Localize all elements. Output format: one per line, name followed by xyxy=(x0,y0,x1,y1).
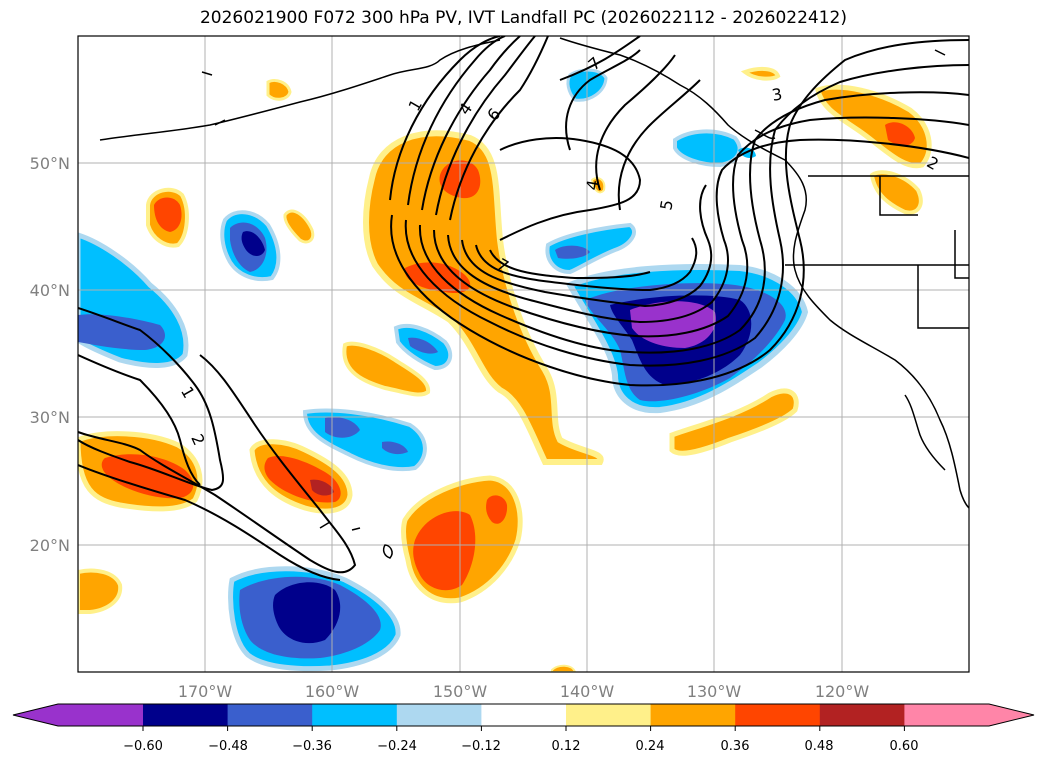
ivt-contours xyxy=(78,36,969,581)
longitude-tick-labels: 170°W 160°W 150°W 140°W 130°W 120°W xyxy=(178,682,870,701)
colorbar-tick-label: 0.12 xyxy=(552,739,581,754)
colorbar-tick-labels: −0.60 −0.48 −0.36 −0.24 −0.12 0.12 0.24 … xyxy=(123,739,918,754)
colorbar-tick-label: −0.24 xyxy=(377,739,417,754)
colorbar-tick-label: 0.48 xyxy=(805,739,834,754)
colorbar-tick-label: 0.60 xyxy=(890,739,919,754)
lon-tick-label: 130°W xyxy=(687,682,742,701)
contour-label: 3 xyxy=(770,84,783,104)
pv-shading xyxy=(78,66,932,672)
lat-tick-label: 20°N xyxy=(30,536,70,555)
colorbar-swatch xyxy=(227,704,313,726)
positive-anomaly-fill xyxy=(78,66,932,672)
coastlines xyxy=(99,37,969,559)
lon-tick-label: 150°W xyxy=(433,682,488,701)
colorbar-swatch xyxy=(650,704,736,726)
lon-tick-label: 120°W xyxy=(815,682,870,701)
colorbar-tick-label: −0.12 xyxy=(461,739,501,754)
colorbar-swatch xyxy=(396,704,482,726)
colorbar-tick-label: −0.60 xyxy=(123,739,163,754)
colorbar-swatch xyxy=(819,704,905,726)
contour-label: 1 xyxy=(177,383,199,401)
colorbar-tick-label: 0.24 xyxy=(636,739,665,754)
colorbar-swatch xyxy=(312,704,398,726)
map-frame xyxy=(77,35,970,673)
contour-label: 1 xyxy=(404,96,426,114)
lon-tick-label: 140°W xyxy=(560,682,615,701)
colorbar-tick-label: 0.36 xyxy=(721,739,750,754)
colorbar-extend-low xyxy=(13,704,143,726)
negative-anomaly-fill xyxy=(78,68,809,672)
lat-tick-label: 50°N xyxy=(30,154,70,173)
lon-tick-label: 170°W xyxy=(178,682,233,701)
colorbar-swatch xyxy=(143,704,229,726)
lon-tick-label: 160°W xyxy=(305,682,360,701)
lat-tick-label: 40°N xyxy=(30,281,70,300)
map-title: 2026021900 F072 300 hPa PV, IVT Landfall… xyxy=(199,8,847,28)
colorbar-swatch xyxy=(735,704,821,726)
colorbar-swatch xyxy=(481,704,567,726)
lat-tick-label: 30°N xyxy=(30,408,70,427)
colorbar-swatch xyxy=(566,704,652,726)
contour-label: 4 xyxy=(582,178,602,191)
colorbar-outline xyxy=(12,703,1035,727)
colorbar: −0.60 −0.48 −0.36 −0.24 −0.12 0.12 0.24 … xyxy=(12,703,1035,754)
colorbar-tick-label: −0.36 xyxy=(292,739,332,754)
contour-label: 6 xyxy=(483,104,504,124)
latitude-tick-labels: 50°N 40°N 30°N 20°N xyxy=(30,154,70,555)
colorbar-tick-label: −0.48 xyxy=(208,739,248,754)
contour-label: 2 xyxy=(187,431,209,448)
colorbar-extend-high xyxy=(904,704,1034,726)
contour-label: 5 xyxy=(656,198,676,211)
